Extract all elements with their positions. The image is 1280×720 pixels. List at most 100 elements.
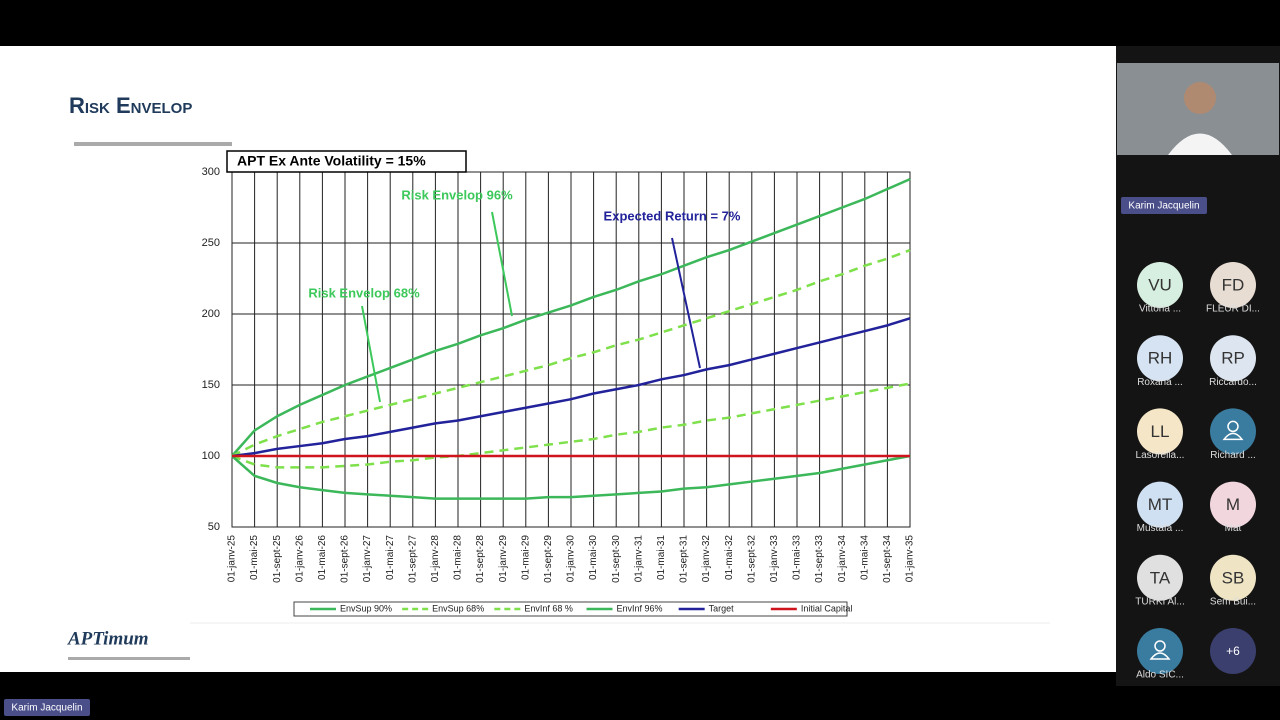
plot-frame (231, 171, 911, 528)
avatar[interactable] (1210, 335, 1256, 382)
avatar-icon (1222, 432, 1244, 441)
x-tick-label: 01-mai-30 (588, 535, 599, 580)
x-tick-label: 01-mai-29 (520, 535, 531, 580)
legend-label: EnvInf 68 % (524, 603, 573, 613)
title-underline (74, 142, 232, 146)
avatar-initials: M (1226, 495, 1240, 514)
x-tick-label: 01-mai-25 (249, 535, 260, 580)
self-name: Karim Jacquelin (11, 703, 82, 714)
x-tick-label: 01-janv-30 (566, 535, 577, 583)
participant-name: Sem Bui... (1210, 596, 1256, 607)
avatar[interactable] (1137, 262, 1183, 308)
y-tick-label: 250 (202, 237, 220, 249)
x-tick-label: 01-sept-30 (611, 535, 622, 583)
series-line (231, 248, 911, 458)
avatar[interactable] (1137, 554, 1183, 601)
avatar[interactable] (1210, 481, 1256, 528)
brand: APTimum (67, 628, 149, 649)
annotation: Expected Return = 7% (604, 208, 741, 223)
legend-label: EnvInf 96% (617, 603, 663, 613)
x-tick-label: 01-mai-33 (792, 535, 803, 580)
avatar[interactable] (1137, 335, 1183, 382)
series-line (231, 317, 911, 458)
x-tick-label: 01-mai-31 (656, 535, 667, 580)
legend-label: EnvSup 90% (340, 603, 392, 613)
avatar-icon (1149, 652, 1171, 660)
x-tick-label: 01-mai-28 (453, 535, 464, 580)
x-tick-label: 01-sept-29 (543, 535, 554, 583)
participant-name: Roxana ... (1137, 377, 1183, 388)
avatar-icon (1154, 640, 1166, 652)
brand-underline (68, 657, 190, 660)
more-count: +6 (1226, 644, 1240, 658)
avatar-initials: FD (1222, 275, 1245, 294)
x-tick-label: 01-janv-34 (837, 535, 848, 583)
avatar[interactable] (1137, 408, 1183, 455)
participant-name: Mat (1225, 523, 1242, 534)
x-tick-label: 01-janv-26 (294, 535, 305, 583)
participant-name: Lasorella... (1136, 450, 1185, 461)
x-tick-label: 01-janv-35 (905, 535, 916, 583)
legend (293, 601, 848, 617)
avatar-icon (1227, 420, 1239, 433)
self-tag (4, 699, 90, 716)
legend-label: EnvSup 68% (432, 603, 484, 613)
series-line (231, 382, 911, 469)
participant-name: Vittoria ... (1139, 304, 1181, 315)
annotation: APT Ex Ante Volatility = 15% (237, 153, 426, 169)
x-tick-label: 01-mai-32 (724, 535, 735, 580)
chart: 01-janv-25 01-mai-25 01-sept-25 01-janv-26 0… (202, 166, 916, 617)
x-tick-label: 01-sept-32 (746, 535, 757, 583)
avatar-initials: MT (1148, 495, 1173, 514)
avatar-initials: RP (1221, 349, 1245, 368)
arrow (671, 237, 701, 369)
participant-name: Mustafa ... (1137, 523, 1184, 534)
volatility-box (226, 150, 467, 173)
participant-name: FLEUR DI... (1206, 304, 1260, 315)
speaker-body (1168, 133, 1232, 155)
legend-label: Target (709, 603, 735, 613)
x-tick-label: 01-janv-33 (769, 535, 780, 583)
x-tick-label: 01-janv-25 (227, 535, 238, 583)
slide-title: Risk Envelop (69, 93, 192, 118)
avatar-initials: SB (1222, 568, 1245, 587)
arrow (361, 305, 381, 403)
series-line (231, 454, 911, 500)
x-tick-label: 01-sept-34 (882, 535, 893, 583)
avatar[interactable] (1137, 481, 1183, 528)
avatar[interactable] (1210, 262, 1256, 308)
x-tick-label: 01-sept-33 (814, 535, 825, 583)
speaker-tag (1121, 197, 1207, 214)
participant-name: TURKI Al... (1135, 596, 1184, 607)
series-line (231, 177, 911, 457)
x-tick-label: 01-sept-25 (272, 535, 283, 583)
avatar-initials: LL (1151, 422, 1170, 441)
y-tick-label: 150 (202, 379, 220, 391)
legend-label: Initial Capital (801, 603, 853, 613)
x-tick-label: 01-janv-28 (430, 535, 441, 583)
participant-name: Aldo SIC... (1136, 670, 1184, 681)
x-tick-label: 01-mai-27 (385, 535, 396, 580)
more-participants[interactable] (1210, 628, 1256, 674)
x-tick-label: 01-sept-27 (407, 535, 418, 583)
x-tick-label: 01-janv-27 (362, 535, 373, 583)
avatar[interactable] (1210, 554, 1256, 601)
speaker-head (1184, 82, 1216, 114)
participant-name: Richard ... (1210, 450, 1256, 461)
arrow (491, 211, 513, 317)
participants: VU Vittoria ... FD FLEUR DI... RH Roxana ... R… (1135, 262, 1260, 681)
y-tick-label: 200 (202, 308, 220, 320)
x-tick-label: 01-sept-31 (679, 535, 690, 583)
x-tick-label: 01-sept-26 (340, 535, 351, 583)
y-tick-label: 50 (208, 521, 220, 533)
avatar-initials: VU (1148, 275, 1172, 294)
x-tick-label: 01-mai-26 (317, 535, 328, 580)
x-tick-label: 01-janv-31 (633, 535, 644, 583)
annotation: Risk Envelop 68% (308, 285, 420, 300)
avatar-initials: RH (1148, 349, 1173, 368)
participant-name: Riccardo... (1209, 377, 1257, 388)
speaker-name: Karim Jacquelin (1128, 201, 1199, 212)
slide (0, 46, 1116, 672)
annotation: Risk Envelop 96% (401, 187, 513, 202)
